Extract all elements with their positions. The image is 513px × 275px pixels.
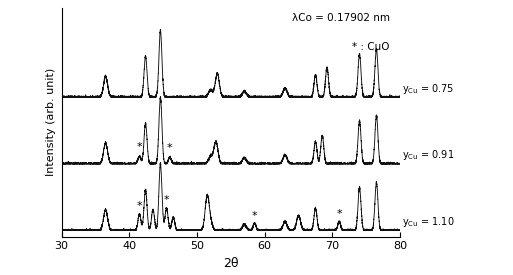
Text: *: * <box>136 142 142 152</box>
Text: y$_{\rm Cu}$ = 0.91: y$_{\rm Cu}$ = 0.91 <box>402 148 455 163</box>
Y-axis label: Intensity (arb. unit): Intensity (arb. unit) <box>46 68 56 177</box>
Text: λCo = 0.17902 nm: λCo = 0.17902 nm <box>292 13 390 23</box>
Text: *: * <box>167 143 173 153</box>
Text: * : CuO: * : CuO <box>352 43 390 53</box>
X-axis label: 2θ: 2θ <box>223 257 239 270</box>
Text: y$_{\rm Cu}$ = 0.75: y$_{\rm Cu}$ = 0.75 <box>402 82 454 96</box>
Text: *: * <box>136 202 142 211</box>
Text: y$_{\rm Cu}$ = 1.10: y$_{\rm Cu}$ = 1.10 <box>402 215 455 229</box>
Text: *: * <box>164 195 169 205</box>
Text: *: * <box>337 209 342 219</box>
Text: *: * <box>252 211 258 221</box>
